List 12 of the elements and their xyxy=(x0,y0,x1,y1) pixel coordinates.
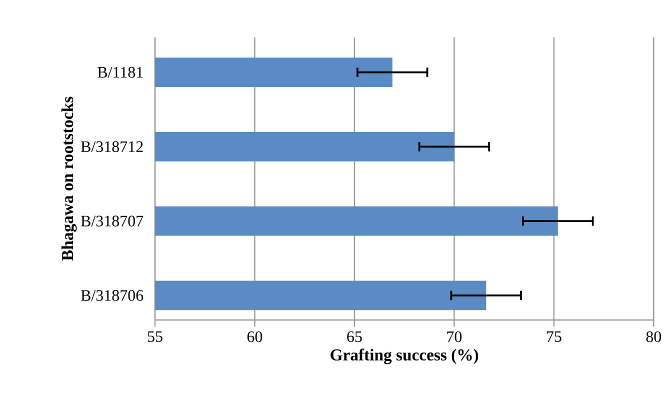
y-axis-title: Bhagawa on rootstocks xyxy=(61,96,77,261)
y-tick-label: B/318712 xyxy=(80,141,143,152)
x-tick-label: 80 xyxy=(646,331,662,342)
x-tick-label: 75 xyxy=(546,331,562,342)
x-tick-label: 60 xyxy=(247,331,262,342)
y-tick-label: B/318707 xyxy=(80,216,144,226)
y-tick-label: B/1181 xyxy=(98,66,143,78)
x-tick-label: 65 xyxy=(347,331,362,342)
x-tick-label: 70 xyxy=(447,331,462,342)
y-tick-label: B/318706 xyxy=(80,290,144,301)
x-axis-title: Grafting success (%) xyxy=(330,348,478,364)
x-tick-label: 55 xyxy=(148,331,162,342)
